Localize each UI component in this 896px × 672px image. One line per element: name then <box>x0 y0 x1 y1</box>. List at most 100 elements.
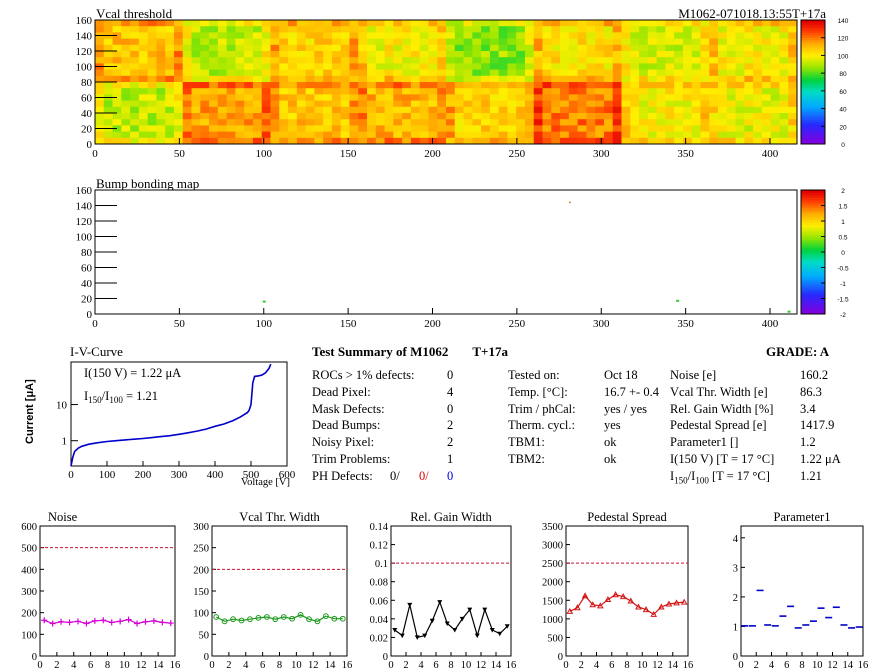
map-cell <box>103 88 113 95</box>
map-cell <box>419 106 429 114</box>
map-cell <box>551 131 561 139</box>
map-cell <box>516 125 526 132</box>
map-cell <box>349 82 359 89</box>
map-cell <box>542 106 552 114</box>
map-cell <box>121 38 131 46</box>
map-cell <box>639 57 649 64</box>
map-cell <box>419 26 429 33</box>
map-cell <box>770 113 780 120</box>
map-cell <box>103 69 113 77</box>
map-cell <box>674 63 684 70</box>
map-cell <box>244 131 254 139</box>
palette-band <box>801 309 825 313</box>
map-cell <box>358 20 368 27</box>
palette-band <box>801 227 825 231</box>
map-cell <box>498 131 508 139</box>
map-cell <box>261 137 271 145</box>
map-cell <box>621 69 631 77</box>
map-cell <box>121 125 131 132</box>
map-cell <box>674 131 684 139</box>
map-cell <box>138 63 149 70</box>
map-cell <box>761 38 772 46</box>
map-cell <box>156 69 166 77</box>
y-tick-label: 120 <box>76 216 93 228</box>
map-cell <box>630 75 640 83</box>
map-cell <box>761 131 772 139</box>
iv-series-line <box>70 363 272 467</box>
map-cell <box>586 51 596 58</box>
map-cell <box>217 137 228 145</box>
map-cell <box>95 57 105 64</box>
mini-x-tick-label: 2 <box>754 660 759 671</box>
map-cell <box>331 82 342 89</box>
map-cell <box>340 119 350 126</box>
iv-title: I-V-Curve <box>70 344 123 359</box>
map-cell <box>288 63 298 70</box>
map-cell <box>288 82 298 89</box>
map-cell <box>542 94 552 101</box>
map-cell <box>524 20 535 27</box>
map-cell <box>586 119 596 126</box>
map-cell <box>665 26 675 33</box>
map-cell <box>568 57 579 64</box>
map-cell <box>630 100 640 108</box>
map-cell <box>779 75 789 83</box>
map-cell <box>367 119 377 126</box>
map-cell <box>419 100 429 108</box>
map-cell <box>235 100 245 108</box>
map-cell <box>217 51 228 58</box>
map-cell <box>156 125 166 132</box>
map-cell <box>314 38 324 46</box>
map-cell <box>639 63 649 70</box>
map-cell <box>753 69 763 77</box>
data-point <box>437 600 443 605</box>
map-cell <box>209 32 219 39</box>
map-cell <box>630 38 640 46</box>
palette-band <box>801 229 825 233</box>
map-cell <box>761 57 772 64</box>
map-cell <box>147 69 157 77</box>
map-cell <box>603 94 614 101</box>
map-cell <box>524 44 535 52</box>
data-point <box>297 611 304 618</box>
map-cell <box>779 38 789 46</box>
palette-band <box>801 106 825 110</box>
map-cell <box>744 100 754 108</box>
palette-band <box>801 72 825 76</box>
map-cell <box>156 32 166 39</box>
map-cell <box>130 20 140 27</box>
map-cell <box>691 119 701 126</box>
map-cell <box>402 119 412 126</box>
map-cell <box>200 75 210 83</box>
map-cell <box>463 44 473 52</box>
map-cell <box>384 20 394 27</box>
map-cell <box>551 51 561 58</box>
map-cell <box>551 106 561 114</box>
map-cell <box>454 94 464 101</box>
map-cell <box>770 57 780 64</box>
map-cell <box>691 75 701 83</box>
palette-tick-label: 0 <box>841 250 845 257</box>
map-cell <box>472 20 482 27</box>
map-cell <box>367 106 377 114</box>
map-cell <box>235 32 245 39</box>
data-point <box>665 600 673 607</box>
map-cell <box>744 63 754 70</box>
map-cell <box>314 131 324 139</box>
map-cell <box>165 26 175 33</box>
map-cell <box>577 51 587 58</box>
map-cell <box>779 119 789 126</box>
map-cell <box>393 131 403 139</box>
map-cell <box>410 69 421 77</box>
data-point <box>150 617 157 624</box>
mini-x-tick-label: 12 <box>827 660 838 671</box>
data-point <box>230 616 236 623</box>
map-cell <box>138 32 149 39</box>
map-cell <box>305 20 315 27</box>
map-cell <box>173 119 184 126</box>
map-cell <box>402 51 412 58</box>
map-cell <box>586 69 596 77</box>
map-cell <box>296 38 306 46</box>
map-cell <box>507 88 517 95</box>
map-cell <box>639 44 649 52</box>
